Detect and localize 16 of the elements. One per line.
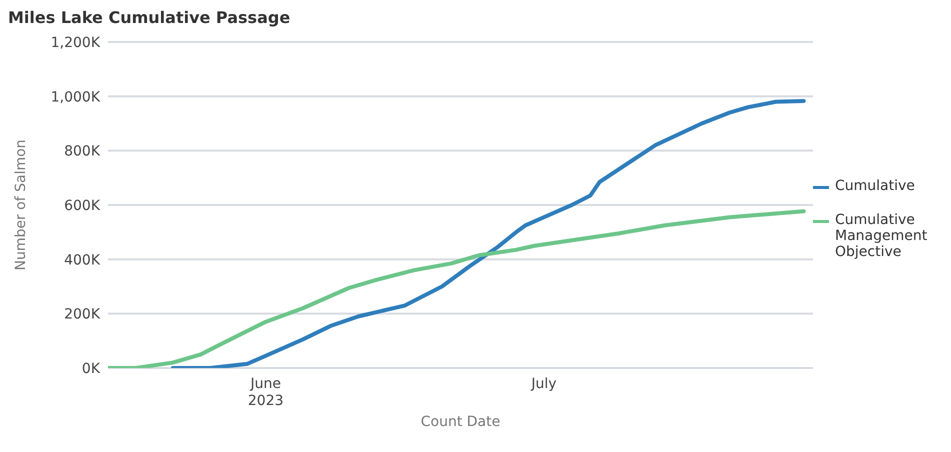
- y-axis-title: Number of Salmon: [12, 139, 29, 271]
- y-tick-label: 600K: [64, 198, 101, 214]
- y-tick-label: 200K: [64, 306, 101, 323]
- legend-label: Cumulative Management Objective: [835, 212, 928, 260]
- chart-title: Miles Lake Cumulative Passage: [8, 8, 290, 27]
- y-tick-label: 1,000K: [50, 89, 101, 106]
- y-tick-label: 1,200K: [50, 34, 101, 51]
- y-tick-label: 400K: [64, 252, 101, 268]
- y-tick-label: 0K: [82, 360, 101, 377]
- x-axis-title: Count Date: [420, 414, 500, 430]
- legend-label: Cumulative: [835, 178, 915, 194]
- line-series: [108, 209, 806, 368]
- line-series: [170, 98, 806, 368]
- x-tick-label: June 2023: [248, 376, 284, 409]
- y-tick-label: 800K: [64, 144, 101, 160]
- x-tick-label: July: [530, 376, 557, 392]
